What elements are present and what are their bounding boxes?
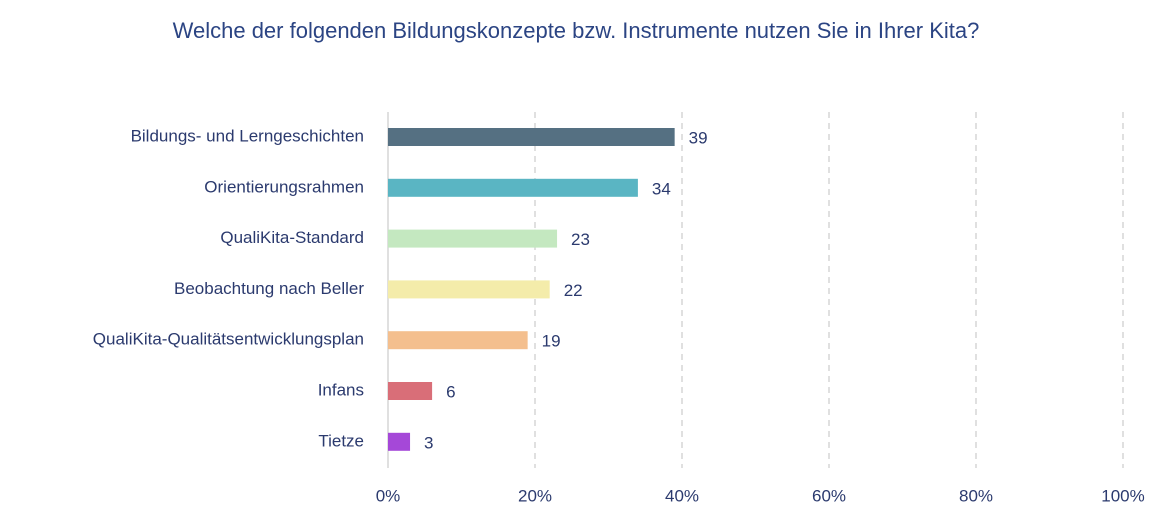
y-tick-label: QualiKita-Qualitätsentwicklungsplan: [93, 330, 364, 349]
x-tick-label: 60%: [812, 486, 846, 505]
y-tick-label: Bildungs- und Lerngeschichten: [131, 126, 364, 145]
data-label: 39: [689, 128, 708, 147]
data-label: 6: [446, 382, 455, 401]
data-label: 19: [542, 332, 561, 351]
y-tick-label: Beobachtung nach Beller: [174, 279, 364, 298]
bar: [388, 382, 433, 400]
x-tick-label: 100%: [1101, 486, 1144, 505]
data-label: 34: [652, 179, 671, 198]
x-tick-label: 40%: [665, 486, 699, 505]
data-label: 3: [424, 433, 433, 452]
y-tick-label: Tietze: [318, 431, 364, 450]
x-tick-label: 80%: [959, 486, 993, 505]
data-label: 22: [564, 281, 583, 300]
x-tick-label: 20%: [518, 486, 552, 505]
y-tick-label: QualiKita-Standard: [220, 228, 364, 247]
bar: [388, 280, 550, 299]
bar: [388, 128, 675, 146]
y-tick-label: Orientierungsrahmen: [204, 177, 364, 196]
chart-title: Welche der folgenden Bildungskonzepte bz…: [172, 18, 980, 43]
bar: [388, 432, 411, 451]
y-tick-label: Infans: [318, 380, 364, 399]
data-label: 23: [571, 230, 590, 249]
bar: [388, 331, 528, 350]
x-tick-label: 0%: [376, 486, 401, 505]
bar: [388, 229, 558, 248]
bar: [388, 178, 638, 197]
